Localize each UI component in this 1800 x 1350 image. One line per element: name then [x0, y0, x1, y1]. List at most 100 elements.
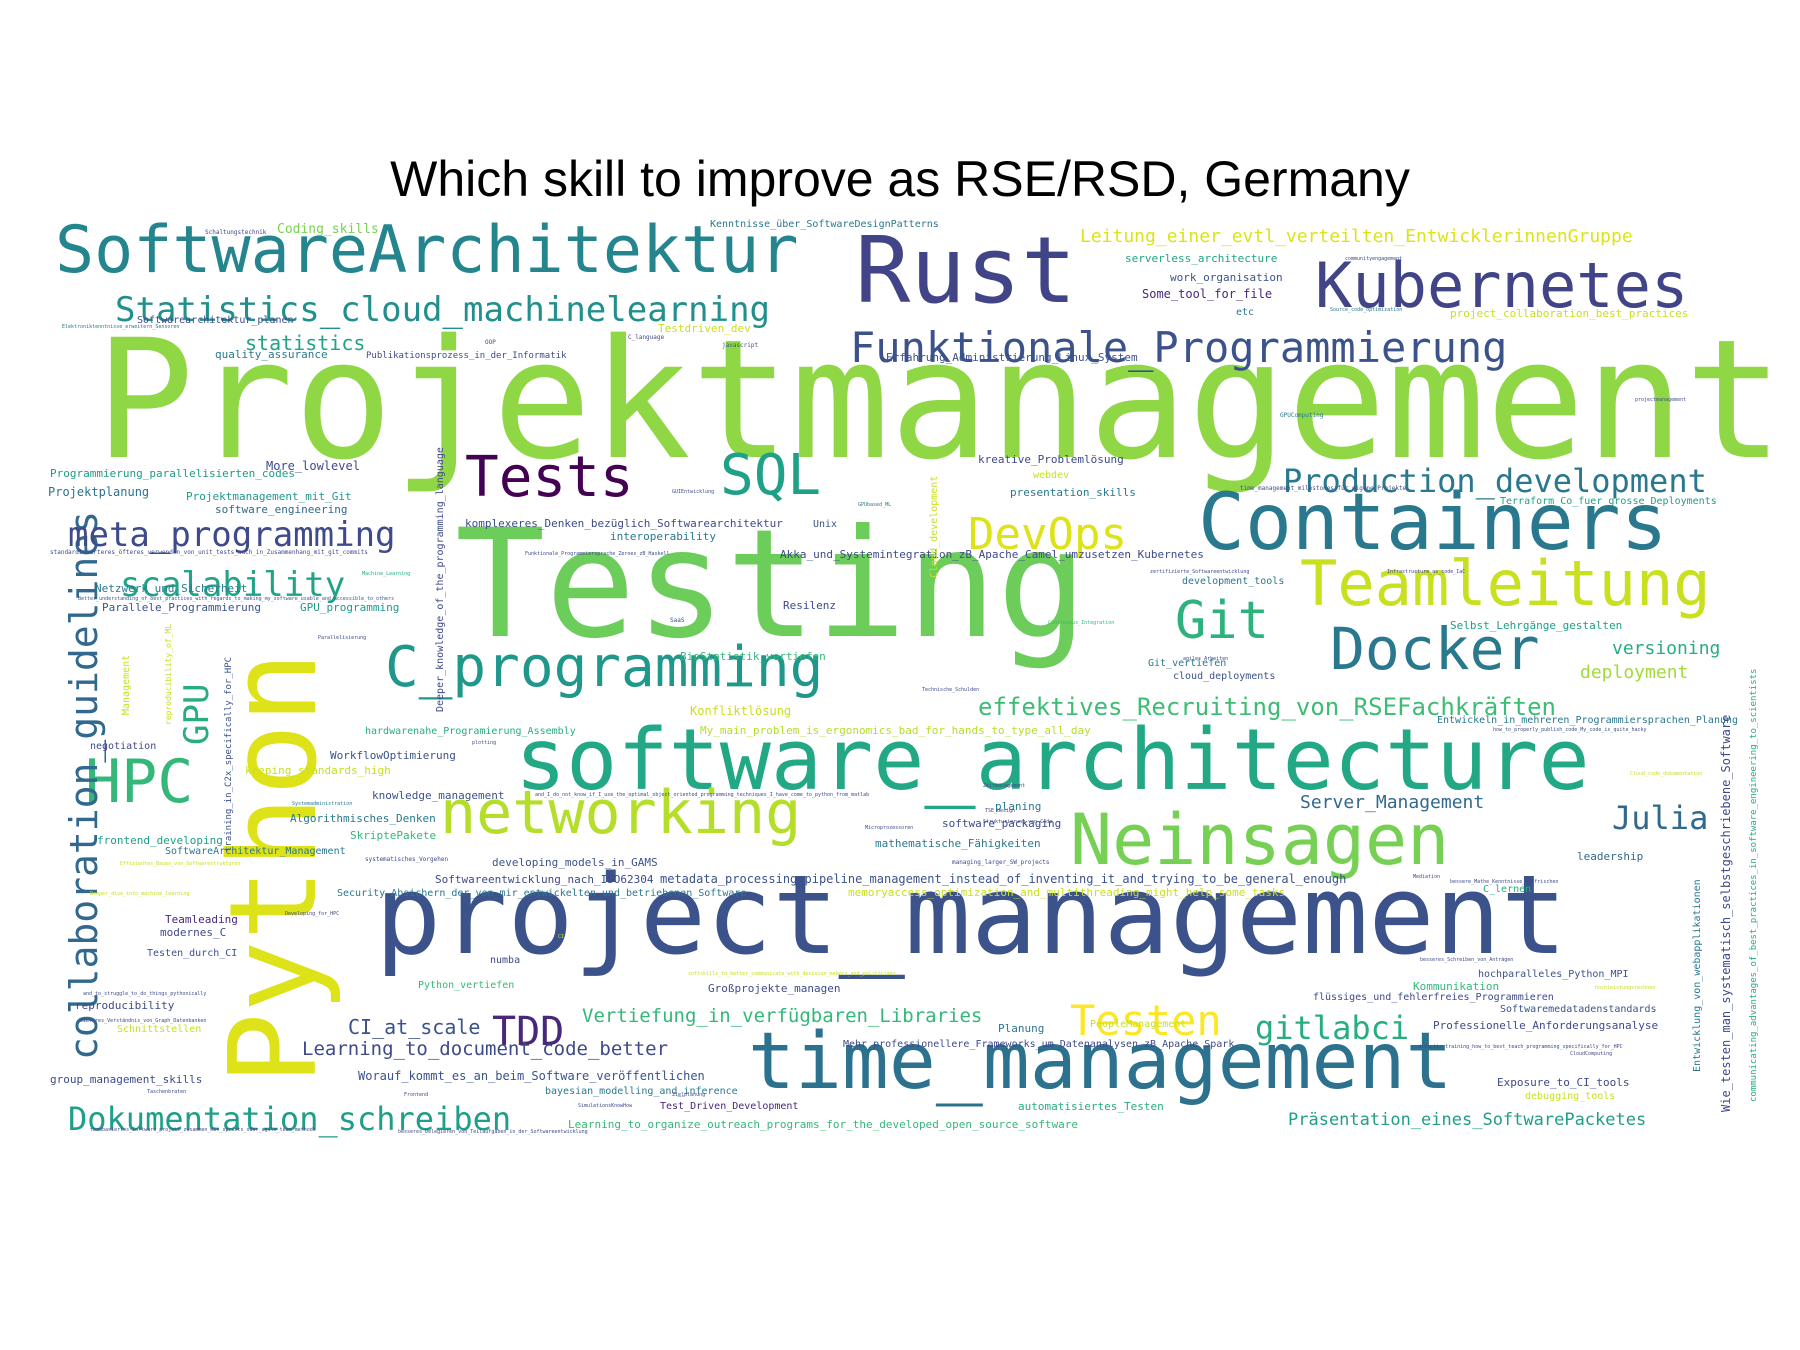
word-entwicklung-von-webapplikationen: Entwicklung_von_webapplikationen — [1692, 879, 1703, 1072]
word-tse-design: TSE_design — [985, 808, 1016, 814]
word-c-language: C_language — [628, 334, 665, 341]
word-numba: numba — [490, 955, 521, 966]
word-julia: Julia — [1612, 799, 1709, 837]
word-deeper-dive-into-machine-learning: Deeper_dive_into_machine_learning — [90, 891, 190, 897]
word-programmierung-parallelisierten-codes: Programmierung_parallelisierten_codes — [50, 467, 296, 480]
word-serverless-architecture: serverless_architecture — [1125, 252, 1278, 265]
word-devops: DevOps — [968, 509, 1127, 560]
word-software-architecture: software_architecture — [515, 711, 1590, 810]
word-memoryaccess-optimization-and-multithreading-might-help-some-tasks: memoryaccess_optimization_and_multithrea… — [848, 886, 1286, 899]
word-modernes-c: modernes_C — [160, 926, 227, 939]
word-besseres-delegieren-von-teilaufgaben-in-der-softwareentwicklung: besseres_Delegieren_von_Teilaufgaben_in_… — [398, 1129, 588, 1135]
word-and-to-struggle-to-do-things-pythonically: and_to_struggle_to_do_things_pythonicall… — [83, 991, 207, 997]
word-testen-durch-ci: Testen_durch_CI — [147, 948, 238, 959]
word-plotting: plotting — [472, 740, 497, 746]
word-netzwerk-und-sicherheit: Netzwerk_und_Sicherheit — [95, 582, 248, 595]
word-developing-for-hpc: Developing_for_HPC — [285, 911, 340, 917]
word-networking: networking — [440, 778, 802, 848]
word-algorithmisches-denken: Algorithmisches_Denken — [290, 812, 436, 825]
word-software-packaging: software_packaging — [942, 817, 1062, 830]
word-worauf-kommt-es-an-beim-software-veroffentlichen: Worauf_kommt_es_an_beim_Software_veröffe… — [358, 1069, 705, 1083]
word-coding-skills: Coding_skills — [277, 222, 379, 237]
word-hochparalleles-python-mpi: hochparalleles_Python_MPI — [1478, 969, 1629, 980]
word-kubernetes: Kubernetes — [1315, 249, 1689, 322]
word-project-collaboration-best-practices: project_collaboration_best_practices — [1450, 307, 1689, 320]
word-testdriven-dev: Testdriven_dev — [658, 322, 751, 335]
word-didactic-training-how-to-best-teach-programming-specifically-for-hpc: didactic_training_how_to_best_teach_prog… — [1418, 1044, 1623, 1050]
word-terraform-co-fuer-grosse-deployments: Terraform_Co_fuer_grosse_Deployments — [1500, 496, 1717, 507]
word-docker: Docker — [1330, 615, 1540, 683]
word-exposure-to-ci-tools: Exposure_to_CI_tools — [1497, 1076, 1630, 1089]
word-dokumentation-schreiben: Dokumentation_schreiben — [68, 1100, 512, 1138]
word-mehr-professionellere-frameworks-um-datenanalysen-zb-apache-spark: Mehr_professionellere_Frameworks_um_Date… — [843, 1039, 1235, 1050]
word-better-understanding-of-best-practices-with-regards-to-making-my-software-usable-and-accessible-to-others: Better_understanding_of_best_practices_w… — [78, 596, 395, 602]
word-teamleading: Teamleading — [165, 913, 238, 926]
word-time-management: time_management — [748, 1017, 1453, 1107]
word-bayesian-modelling-and-inference: bayesian_modelling_and_inference — [545, 1086, 738, 1097]
word-gpu: GPU — [177, 683, 217, 745]
word-vertiefung-in-verfugbaren-libraries: Vertiefung_in_verfügbaren_Libraries — [582, 1005, 983, 1027]
word-c-programming: C_programming — [385, 635, 824, 700]
word-zeitmanagement: Zeitmanagement — [983, 783, 1026, 789]
word-softskills-to-better-communicate-with-decision-makers-and-politicians: softskills_to_better_communicate_with_de… — [688, 971, 896, 977]
word-server-management: Server_Management — [1300, 792, 1485, 813]
word-git-vertiefen: Git_vertiefen — [1148, 658, 1227, 669]
word-tieferes-verstandnis-von-graph-datenbanken: tieferes_Verständnis_von_Graph_Datenbank… — [80, 1018, 207, 1024]
word-mathematische-fahigkeiten: mathematische_Fähigkeiten — [875, 837, 1041, 850]
word-sql: SQL — [720, 443, 822, 508]
word-zielplanung: Zielplanung — [672, 1092, 706, 1098]
word-gro-projekte-managen: Großprojekte_managen — [708, 982, 841, 995]
word-negotiation: negotiation — [90, 741, 157, 752]
word-kenntnisse-uber-softwaredesignpatterns: Kenntnisse_über_SoftwareDesignPatterns — [710, 219, 939, 230]
word-projektmanagement: Projektmanagement — [95, 304, 1784, 496]
word-planing: planing — [995, 800, 1042, 813]
word-projektplanung: Projektplanung — [48, 485, 150, 499]
word-knowledge-management: knowledge_management — [372, 789, 505, 802]
word-managing-larger-sw-projects: managing_larger_SW_projects — [952, 859, 1050, 866]
word-testing: Testing — [455, 498, 1088, 672]
word-quality-assurance: quality_assurance — [215, 348, 328, 361]
word-work-organisation: work_organisation — [1170, 271, 1283, 284]
word-effizientes-bauen-von-softwarestrukturen: Effizientes_Bauen_von_Softwarestrukturen — [120, 861, 241, 867]
word-testen: Testen — [1070, 996, 1222, 1045]
word-peoplemanagement: PeopleManagement — [1090, 1019, 1187, 1030]
word-learning-to-document-code-better: Learning_to_document_code_better — [302, 1038, 669, 1060]
word-skriptepakete: SkriptePakete — [350, 829, 437, 842]
word-frontend-developing: frontend_developing — [97, 834, 223, 847]
word-automatisiertes-testen: automatisiertes_Testen — [1018, 1100, 1164, 1113]
word-publikationsprozess-in-der-informatik: Publikationsprozess_in_der_Informatik — [366, 351, 567, 361]
word-more-lowlevel: More_lowlevel — [266, 459, 360, 473]
word-parallelisierung: Parallelisierung — [318, 635, 367, 641]
word-planung: Planung — [998, 1022, 1045, 1035]
word-projectmanagement: projectmanagement — [1635, 397, 1687, 403]
word-cloud-code-dokumentation: Cloud_code_dokumentation — [1630, 771, 1703, 777]
word-schnittstellen: Schnittstellen — [117, 1024, 202, 1035]
word-taschenbraten: Taschenbraten — [147, 1089, 187, 1095]
word-webdev: webdev — [1033, 470, 1070, 481]
word-ci: CI — [558, 934, 565, 940]
word-scalability: scalability — [120, 565, 346, 605]
word-leadership: leadership — [1577, 850, 1644, 863]
word-unix: Unix — [813, 519, 838, 530]
word-gpu-programming: GPU_programming — [300, 601, 400, 614]
word-test-driven-development: Test_Driven_Development — [660, 1101, 799, 1112]
word-gpubased-ml: GPUbased_ML — [858, 502, 892, 508]
word-and-i-do-not-know-if-i-use-the-optimal-object-oriented-programming-techniques-i-have-come-to-python-from-matlab: and_I_do_not_know_if_I_use_the_optimal_o… — [535, 792, 870, 798]
word-communityengagement: communityengagement — [1345, 256, 1403, 262]
word-metadata-processing-pipeline-management-instead-of-inventing-it-and-trying-to-be-general-enough: metadata_processing_pipeline_management_… — [660, 872, 1347, 886]
word-c-lernen: C_lernen — [1483, 884, 1532, 895]
word-projektmanagement-mit-git: Projektmanagement_mit_Git — [186, 490, 352, 503]
word-teamleitung: Teamleitung — [1300, 547, 1711, 620]
word-professionelle-anforderungsanalyse: Professionelle_Anforderungsanalyse — [1433, 1019, 1659, 1032]
word-cloud-development: Cloud_development — [929, 475, 940, 578]
word-workflowoptimierung: WorkflowOptimierung — [330, 749, 456, 762]
word-bessere-mathe-kenntnisse-auffrischen: bessere_Mathe_Kenntnisse_auffrischen — [1450, 879, 1559, 885]
word-technische-schulden: Technische_Schulden — [922, 687, 980, 693]
word-deployment: deployment — [1580, 662, 1689, 683]
word-mediation: Mediation — [1413, 874, 1441, 880]
word-deeper-knowledge-of-the-programming-language: Deeper_knowledge_of_the_programming_lang… — [435, 447, 446, 712]
word-tests: Tests — [465, 445, 634, 510]
word-management: Management — [121, 654, 132, 715]
word-ci-at-scale: CI_at_scale — [348, 1015, 481, 1039]
